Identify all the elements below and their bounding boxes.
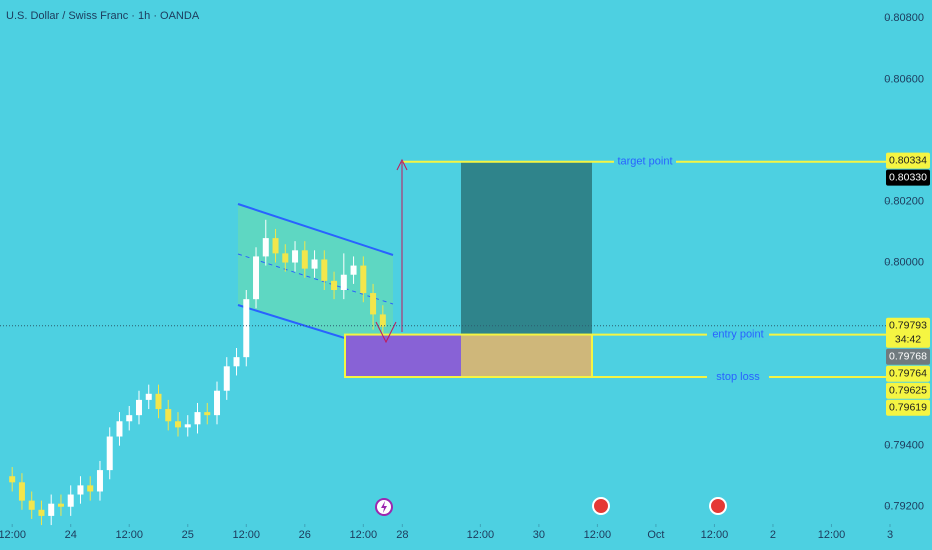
x-tick-label: Oct — [647, 529, 664, 541]
price-badge-label: 0.79764 — [889, 367, 927, 379]
candle-body — [301, 250, 308, 269]
candle-body — [126, 415, 133, 422]
candle-body — [194, 412, 201, 425]
candle-body — [243, 299, 250, 358]
candle-body — [106, 436, 113, 471]
candle-body — [292, 250, 299, 263]
candle-body — [272, 238, 279, 254]
price-badge-label: 0.80330 — [889, 171, 927, 183]
candle-body — [57, 503, 64, 507]
x-tick-label: 30 — [533, 529, 545, 541]
x-tick-label: 12:00 — [701, 529, 729, 541]
x-tick-label: 28 — [396, 529, 408, 541]
x-tick-label: 25 — [182, 529, 194, 541]
candle-body — [370, 293, 377, 315]
event-icon-glyph — [381, 501, 387, 513]
x-tick-label: 12:00 — [115, 529, 143, 541]
price-badge-label: 0.80334 — [889, 154, 927, 166]
candle-body — [48, 503, 55, 516]
candle-body — [223, 366, 230, 391]
candle-body — [77, 485, 84, 495]
price-badge-label: 0.79619 — [889, 401, 927, 413]
y-tick-label: 0.80000 — [884, 256, 924, 268]
candle-body — [28, 500, 35, 510]
candle-body — [360, 265, 367, 294]
price-badge — [886, 365, 930, 382]
x-tick-label: 26 — [299, 529, 311, 541]
countdown-label: 34:42 — [895, 333, 921, 345]
candle-body — [87, 485, 94, 492]
channel-top — [237, 203, 394, 256]
price-badge — [886, 152, 930, 169]
candle-body — [233, 357, 240, 367]
price-badge-label: 0.79793 — [889, 319, 927, 331]
price-badge — [886, 399, 930, 416]
risk-zone-right — [461, 334, 592, 377]
x-tick-label: 12:00 — [0, 529, 26, 541]
candle-body — [175, 421, 181, 428]
price-badge — [886, 348, 930, 365]
candle-body — [67, 494, 74, 507]
candle-body — [204, 412, 211, 416]
candle-body — [38, 509, 45, 516]
position-tool: target point entry point stop loss — [344, 155, 886, 383]
y-tick-label: 0.80600 — [884, 73, 924, 85]
arrow — [375, 158, 408, 344]
candle-body — [262, 238, 269, 257]
candle-body — [116, 421, 123, 437]
x-tick-label: 12:00 — [350, 529, 378, 541]
candle-body — [155, 393, 162, 410]
x-tick-label: 2 — [770, 529, 776, 541]
x-tick-label: 12:00 — [467, 529, 495, 541]
candle-body — [311, 259, 318, 269]
arrow-mark — [375, 321, 397, 344]
x-tick-label: 12:00 — [818, 529, 846, 541]
chart-title: U.S. Dollar / Swiss Franc · 1h · OANDA — [6, 10, 200, 22]
candle-body — [96, 470, 103, 492]
candle-body — [214, 390, 221, 416]
arrow-head — [396, 158, 408, 171]
y-tick-label: 0.80200 — [884, 195, 924, 207]
candle-body — [282, 253, 289, 263]
level-label-bg — [707, 328, 769, 341]
x-tick-label: 3 — [887, 529, 893, 541]
candle-body — [9, 476, 16, 483]
price-badge — [886, 317, 930, 348]
candle-body — [253, 256, 260, 300]
reward-zone — [461, 161, 592, 335]
y-tick-label: 0.80800 — [884, 12, 924, 24]
risk-zone-left — [345, 334, 461, 377]
candle-body — [145, 393, 152, 400]
candle-body — [331, 280, 338, 290]
price-badge-label: 0.79768 — [889, 350, 927, 362]
price-badge-label: 0.79625 — [889, 384, 927, 396]
candle-body — [379, 314, 386, 327]
candles — [9, 219, 386, 526]
x-tick-label: 12:00 — [233, 529, 261, 541]
level-label-bg — [614, 155, 676, 168]
price-badge — [886, 169, 930, 186]
candle-body — [184, 424, 191, 428]
event-icons — [375, 497, 727, 516]
x-tick-label: 24 — [65, 529, 77, 541]
candle-body — [135, 399, 142, 416]
level-label-bg — [707, 371, 769, 383]
x-tick-label: 12:00 — [584, 529, 612, 541]
channel-middle — [237, 253, 394, 305]
y-tick-label: 0.79400 — [884, 440, 924, 452]
level-label: entry point — [712, 328, 763, 340]
event-icon[interactable] — [709, 497, 727, 515]
y-tick-label: 0.79200 — [884, 501, 924, 513]
level-label: stop loss — [716, 371, 760, 383]
risk-zone-border — [344, 333, 593, 378]
level-label: target point — [617, 156, 672, 168]
price-badge — [886, 382, 930, 399]
event-icon[interactable] — [592, 497, 610, 515]
candle-body — [350, 265, 357, 275]
candle-body — [165, 409, 172, 422]
candle-body — [18, 482, 25, 501]
candle-body — [340, 274, 347, 290]
candle-body — [321, 259, 328, 281]
